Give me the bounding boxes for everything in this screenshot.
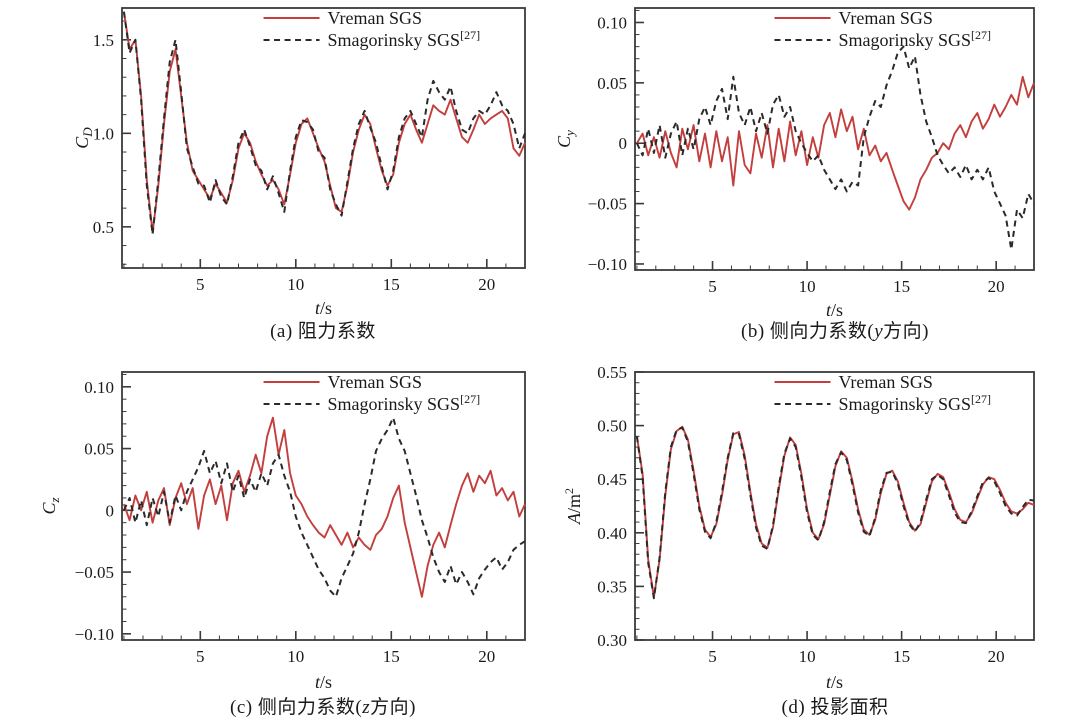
legend-label-smagorinsky: Smagorinsky SGS[27] (838, 28, 991, 50)
series-smagorinsky-d (635, 426, 1035, 600)
series-vreman-d (635, 425, 1035, 599)
y-tick-label: 1.5 (93, 31, 114, 50)
x-tick-label: 10 (287, 275, 304, 294)
plot-frame-b (634, 7, 1035, 271)
y-axis-label-b: Cy (554, 130, 577, 148)
y-tick-label: −0.10 (588, 255, 627, 274)
caption-d: (d) 投影面积 (675, 692, 995, 719)
y-tick-label: 0 (106, 501, 115, 520)
y-axis-label-c: Cz (39, 497, 62, 514)
caption-b-text: (b) 侧向力系数( (741, 321, 875, 342)
series-smagorinsky-b (635, 45, 1035, 251)
caption-c-italic: z (362, 697, 371, 718)
panel-c-lateral-force-z: 5 10 15 20 −0.10 −0.05 0 0.05 0.10 Vreman SGS Smag… (0, 360, 540, 720)
x-axis-label-c: t/s (315, 672, 332, 692)
caption-a-text: (a) 阻力系数 (270, 321, 376, 342)
caption-b: (b) 侧向力系数(y方向) (675, 316, 995, 343)
x-tick-label: 20 (478, 275, 495, 294)
x-tick-label: 10 (799, 277, 816, 296)
x-axis-label-a: t/s (315, 298, 332, 318)
plot-frame-d (634, 371, 1035, 641)
x-tick-label: 5 (196, 275, 205, 294)
y-tick-label: 0.10 (84, 378, 114, 397)
chart-b-canvas: 5 10 15 20 −0.10 −0.05 0 0.05 0.10 Vreman SGSSmag… (554, 7, 1035, 320)
legend-label-smagorinsky: Smagorinsky SGS[27] (328, 392, 481, 414)
y-tick-label: 0.35 (597, 577, 627, 596)
panel-a-drag-coefficient: 5 10 15 20 0.5 1.0 1.5 Vreman SGS Smagorinsky SG… (0, 0, 540, 360)
x-axis-label-d: t/s (826, 672, 843, 692)
legend-label-smagorinsky: Smagorinsky SGS[27] (328, 28, 481, 50)
caption-b-italic: y (874, 321, 884, 342)
series-smagorinsky-c (122, 416, 526, 598)
x-axis-label-b: t/s (826, 300, 843, 320)
y-tick-label: 0.05 (597, 74, 627, 93)
y-tick-label: 0.40 (597, 524, 627, 543)
x-tick-label: 15 (893, 647, 910, 666)
chart-c-canvas: 5 10 15 20 −0.10 −0.05 0 0.05 0.10 Vreman SGSSmag… (39, 371, 526, 692)
caption-c-text: (c) 侧向力系数( (230, 697, 363, 718)
caption-d-text: (d) 投影面积 (781, 697, 889, 718)
y-tick-label: −0.05 (75, 563, 114, 582)
x-tick-label: 5 (708, 277, 717, 296)
x-tick-label: 5 (196, 647, 205, 666)
series-smagorinsky-a (122, 11, 526, 236)
x-tick-label: 20 (988, 277, 1005, 296)
chart-d-canvas: 5 10 15 20 0.30 0.35 0.40 0.45 0.50 0.55 Vreman SG… (562, 363, 1035, 692)
y-tick-label: 0.10 (597, 13, 627, 32)
y-tick-label: 0.30 (597, 631, 627, 650)
plot-frame-a (121, 7, 526, 269)
x-tick-label: 15 (383, 647, 400, 666)
y-tick-label: −0.10 (75, 625, 114, 644)
x-tick-label: 5 (708, 647, 717, 666)
x-tick-label: 20 (988, 647, 1005, 666)
caption-a: (a) 阻力系数 (163, 316, 483, 343)
series-vreman-c (123, 416, 526, 598)
caption-c-post: 方向) (370, 697, 416, 718)
panel-d-projected-area: 5 10 15 20 0.30 0.35 0.40 0.45 0.50 0.55 Vreman SG… (540, 360, 1080, 720)
y-tick-label: 0.55 (597, 363, 627, 382)
legend-label-vreman: Vreman SGS (328, 8, 422, 28)
caption-b-post: 方向) (883, 321, 929, 342)
x-tick-label: 15 (893, 277, 910, 296)
y-tick-label: 1.0 (93, 124, 114, 143)
legend-label-vreman: Vreman SGS (838, 372, 932, 392)
y-tick-label: 0.5 (93, 218, 114, 237)
panel-b-lateral-force-y: 5 10 15 20 −0.10 −0.05 0 0.05 0.10 Vreman SGS Smag… (540, 0, 1080, 360)
legend-label-smagorinsky: Smagorinsky SGS[27] (838, 392, 991, 414)
y-tick-label: −0.05 (588, 195, 627, 214)
x-tick-label: 20 (478, 647, 495, 666)
y-tick-label: 0 (619, 134, 628, 153)
y-tick-label: 0.05 (84, 440, 114, 459)
caption-c: (c) 侧向力系数(z方向) (163, 692, 483, 719)
legend-label-vreman: Vreman SGS (838, 8, 932, 28)
x-tick-label: 10 (799, 647, 816, 666)
y-axis-label-a: CD (72, 127, 95, 149)
y-axis-label-d: A/m2 (562, 488, 584, 525)
plot-frame-c (121, 371, 526, 641)
x-tick-label: 10 (287, 647, 304, 666)
x-tick-label: 15 (383, 275, 400, 294)
y-tick-label: 0.50 (597, 417, 627, 436)
y-tick-label: 0.45 (597, 470, 627, 489)
series-vreman-b (636, 75, 1035, 211)
legend-label-vreman: Vreman SGS (328, 372, 422, 392)
